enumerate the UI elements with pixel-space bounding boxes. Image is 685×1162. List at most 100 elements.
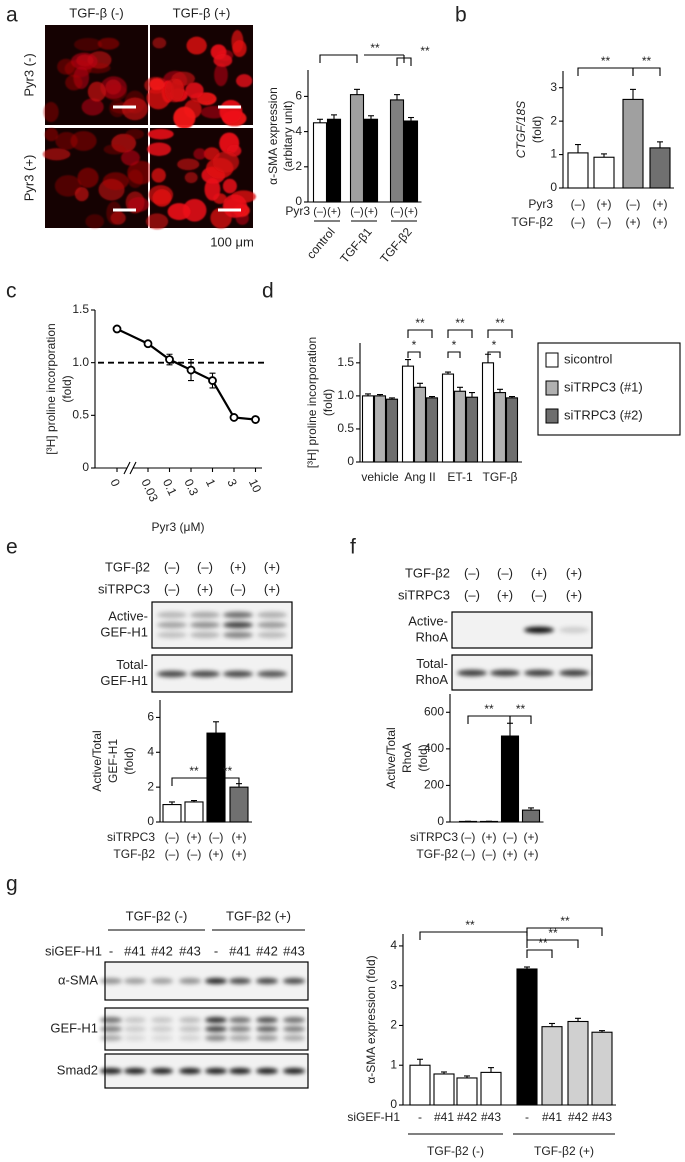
row-label: (–) xyxy=(209,830,224,844)
bar xyxy=(162,804,182,823)
cell xyxy=(184,171,198,184)
band xyxy=(151,1026,173,1032)
row-label: - xyxy=(418,1110,422,1124)
y-axis-label: GEF-H1 xyxy=(106,739,120,783)
panel-letter: b xyxy=(455,4,467,27)
cell xyxy=(54,175,82,197)
x-tick-label: 0.03 xyxy=(138,477,161,504)
group-label: TGF-β2 (-) xyxy=(126,908,188,923)
cell xyxy=(222,194,247,218)
cell xyxy=(106,201,122,225)
cell xyxy=(57,58,75,75)
condition-label: (–) xyxy=(164,559,180,574)
significance-bracket xyxy=(487,351,501,358)
bar xyxy=(465,396,479,463)
point xyxy=(186,365,196,375)
band xyxy=(223,611,253,619)
row-label: (+) xyxy=(327,206,341,218)
band xyxy=(100,978,122,984)
error-bar xyxy=(457,386,463,392)
panel-letter: a xyxy=(6,4,18,27)
bar xyxy=(184,801,204,823)
cell xyxy=(152,189,172,207)
band xyxy=(190,631,220,639)
row-name: TGF-β2 xyxy=(113,847,155,861)
band-label: Active- xyxy=(408,613,448,628)
band xyxy=(256,1017,278,1023)
bar xyxy=(229,786,249,823)
micrograph xyxy=(43,25,148,125)
y-tick-label: 2 xyxy=(390,1018,397,1032)
condition-name: siTRPC3 xyxy=(398,587,450,602)
cell xyxy=(43,101,59,123)
bar xyxy=(373,395,387,463)
legend-swatch xyxy=(545,408,559,424)
y-tick-label: 4 xyxy=(295,124,302,138)
cell xyxy=(164,78,185,103)
band xyxy=(179,1035,201,1041)
band xyxy=(257,611,287,619)
band xyxy=(205,978,227,984)
significance-label: ** xyxy=(223,764,233,778)
cell xyxy=(236,74,253,88)
micrograph xyxy=(42,127,155,229)
band-label: Total- xyxy=(416,656,448,671)
x-axis-label: Pyr3 (μM) xyxy=(152,520,205,534)
significance-bracket xyxy=(319,54,358,63)
row-label: (–) xyxy=(461,847,476,861)
bar xyxy=(349,94,365,203)
y-axis-label: Active/Total xyxy=(90,730,104,791)
y-tick-label: 6 xyxy=(295,89,302,103)
cell xyxy=(97,37,120,50)
y-tick-label: 3 xyxy=(550,80,557,94)
row-label: (+) xyxy=(482,830,497,844)
row-name: siTRPC3 xyxy=(107,830,155,844)
condition-name: TGF-β2 xyxy=(405,565,450,580)
significance-label: ** xyxy=(484,702,494,716)
y-tick-label: 0 xyxy=(295,194,302,208)
band xyxy=(229,1068,251,1074)
y-tick-label: 0 xyxy=(437,814,444,828)
bar xyxy=(567,1020,589,1106)
bar xyxy=(403,120,419,203)
band-label: Active- xyxy=(108,608,148,623)
cell xyxy=(232,40,247,58)
band xyxy=(157,611,187,619)
blot xyxy=(151,601,293,649)
error-bar xyxy=(469,392,475,398)
significance-bracket xyxy=(632,67,661,76)
point xyxy=(165,355,174,364)
condition-label: (+) xyxy=(264,581,280,596)
band xyxy=(179,1017,201,1023)
bar xyxy=(453,390,467,463)
blot xyxy=(151,654,293,693)
significance-label: ** xyxy=(560,914,570,928)
bar xyxy=(593,156,615,189)
cell xyxy=(145,213,169,230)
significance-bracket xyxy=(509,715,532,724)
bar xyxy=(389,99,405,203)
cell xyxy=(219,99,243,124)
bar xyxy=(413,386,427,463)
band xyxy=(124,978,146,984)
cell xyxy=(127,160,155,185)
cell xyxy=(213,54,233,67)
error-bar xyxy=(405,358,411,367)
cell xyxy=(204,178,221,201)
cell xyxy=(121,150,140,166)
lane-label: #42 xyxy=(256,943,278,958)
lane-label: - xyxy=(109,943,113,958)
x-tick-label: 3 xyxy=(224,477,240,489)
y-tick-label: 3 xyxy=(390,978,397,992)
bar xyxy=(456,1077,478,1106)
band xyxy=(205,1026,227,1032)
band-label: Smad2 xyxy=(57,1062,98,1077)
band xyxy=(223,631,253,639)
band xyxy=(205,1035,227,1041)
bar xyxy=(361,395,375,463)
row-label: (+) xyxy=(232,830,247,844)
micrograph xyxy=(145,128,256,230)
row-label: #42 xyxy=(457,1110,477,1124)
y-tick-label: 6 xyxy=(147,710,154,724)
band xyxy=(151,1068,173,1074)
